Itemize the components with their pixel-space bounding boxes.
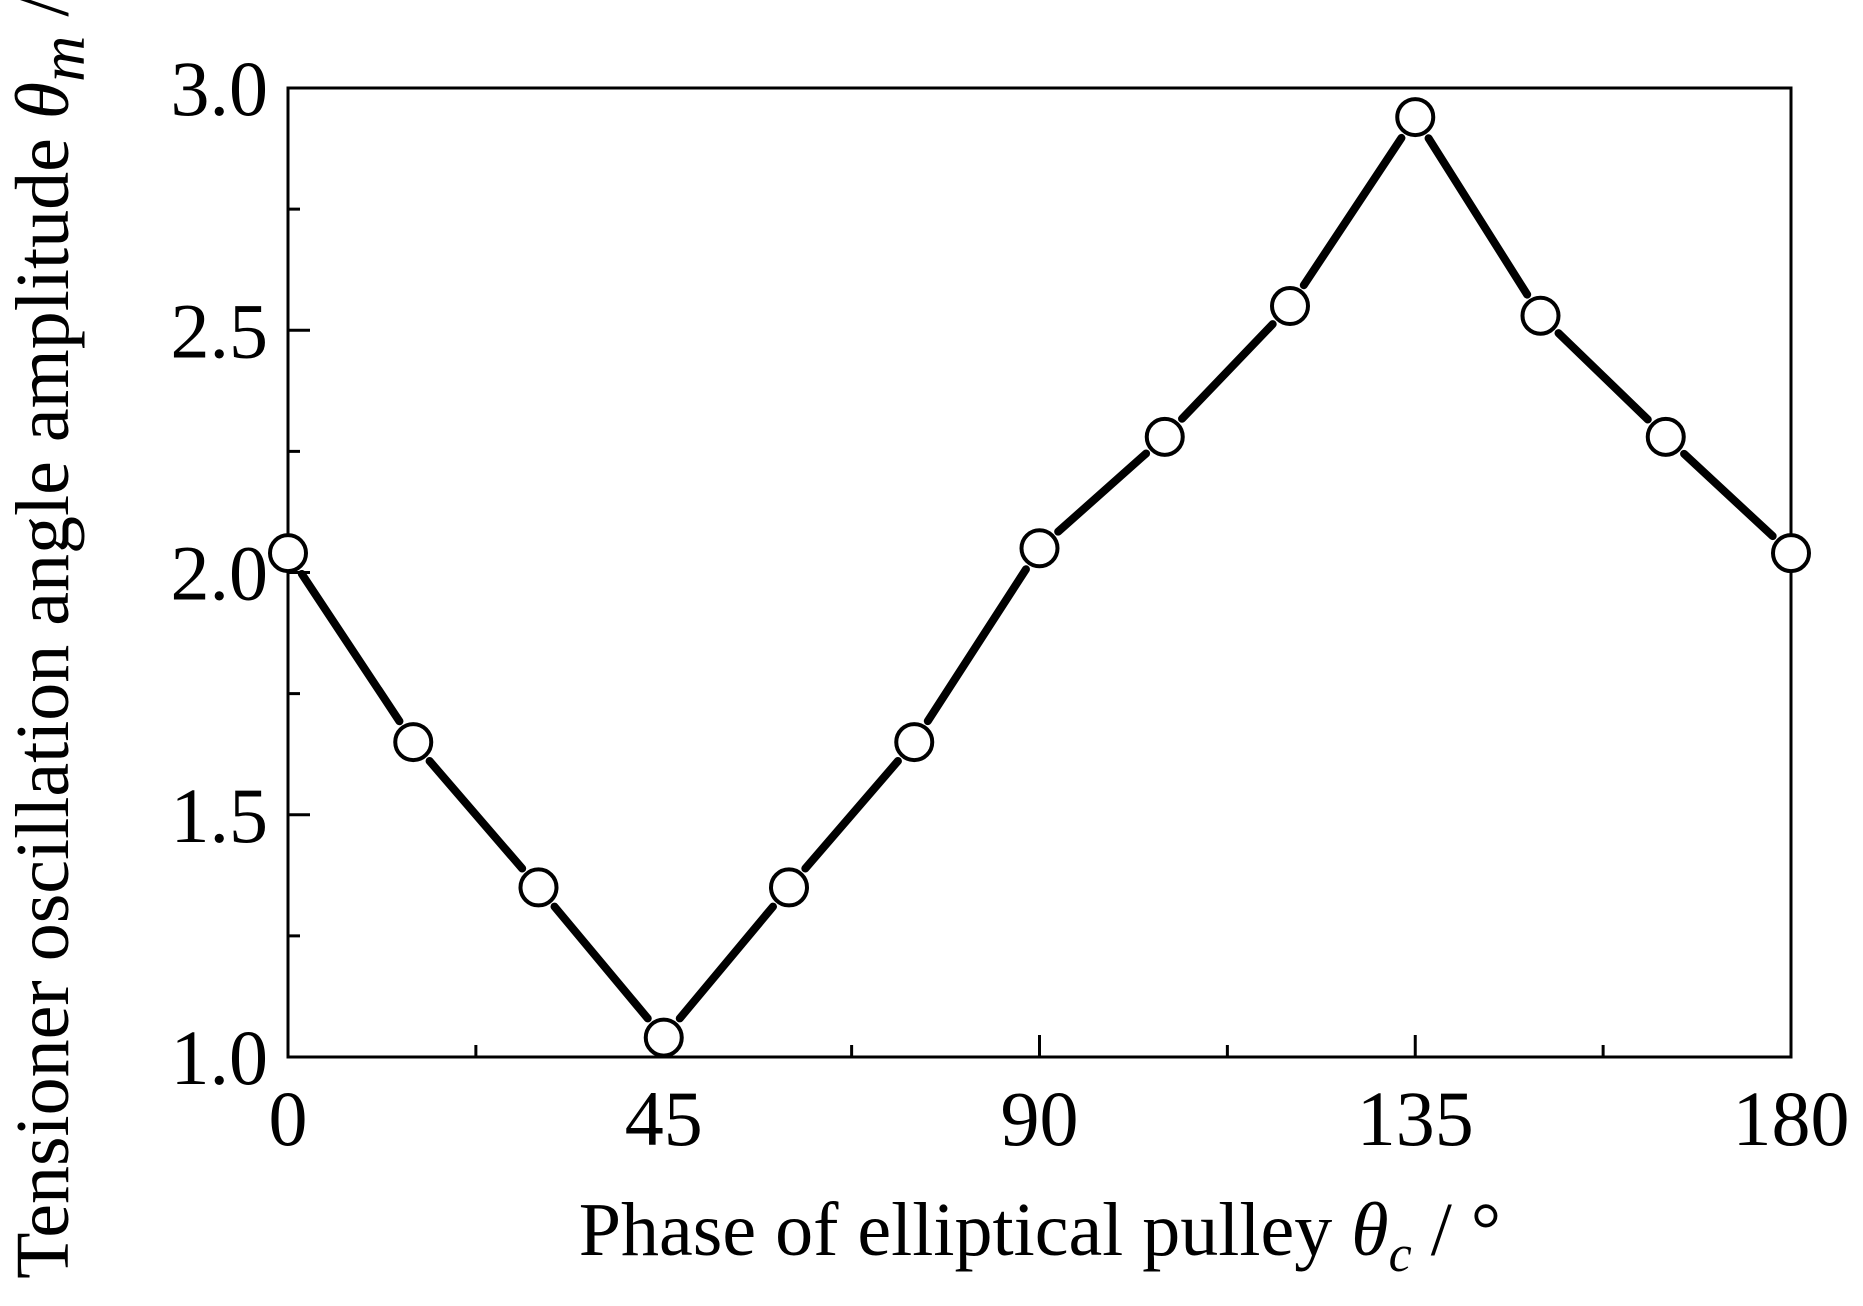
series-lines [297,133,1777,1023]
series-line-segment [1178,320,1277,423]
x-axis-title-symbol: θ [1351,1188,1388,1272]
y-axis-title-symbol: θ [1,82,85,119]
y-tick-label: 2.0 [171,530,269,617]
x-tick-label: 180 [1733,1075,1850,1162]
y-axis-title-text: Tensioner oscillation angle amplitude [1,119,85,1279]
series-line-segment [550,902,652,1023]
plot-frame [286,86,1793,1059]
y-axis-title: Tensioner oscillation angle amplitude θm… [1,0,98,1279]
y-tick-label: 3.0 [171,45,269,132]
x-axis-title-unit: / ° [1412,1188,1502,1272]
data-point [1520,295,1561,336]
x-axis-title-subscript: c [1389,1226,1412,1283]
series-points [268,97,1811,1058]
data-point [1645,416,1686,457]
data-point [769,867,809,908]
y-axis-title-subscript: m [27,36,98,82]
y-tick-label: 2.5 [171,287,269,374]
data-point [1395,97,1436,138]
data-point [894,722,935,763]
series-line-segment [923,565,1030,726]
axis-ticks [286,86,1793,1059]
series-line-segment [1554,329,1652,424]
series-line-segment [801,757,902,873]
data-point [393,722,434,763]
series-line-segment [1054,449,1151,536]
y-tick-labels: 1.0 1.5 2.0 2.5 3.0 [171,45,269,1101]
series-line-segment [1424,134,1532,299]
data-point [1144,416,1185,457]
x-tick-label: 135 [1357,1075,1474,1162]
series-line-segment [1680,449,1777,541]
y-tick-label: 1.0 [171,1014,269,1101]
x-axis-title-text: Phase of elliptical pulley [579,1188,1351,1272]
y-tick-label: 1.5 [171,772,269,859]
x-tick-label: 90 [1001,1075,1079,1162]
data-point [1019,528,1060,569]
series-line-segment [675,902,777,1023]
x-tick-labels: 0 45 90 135 180 [269,1075,1850,1162]
series-line-segment [297,569,404,726]
data-point [268,533,308,574]
data-point [518,867,559,908]
y-axis-title-unit: /° [1,0,85,36]
x-axis-title: Phase of elliptical pulley θc / ° [579,1188,1501,1283]
x-tick-label: 45 [625,1075,703,1162]
series-line-segment [425,757,527,873]
data-point [1771,533,1811,574]
data-point [1270,286,1310,327]
x-tick-label: 0 [269,1075,308,1162]
data-point [643,1017,684,1058]
series-line-segment [1299,133,1406,290]
